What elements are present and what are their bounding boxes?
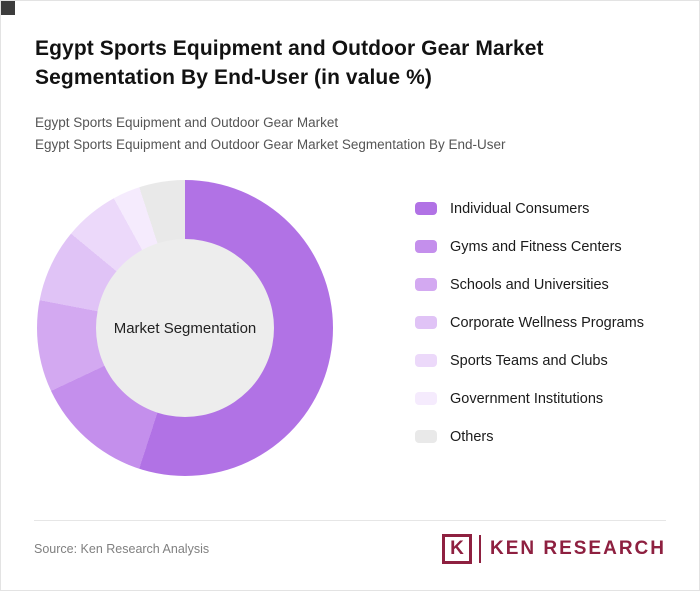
legend-item-others: Others xyxy=(415,428,644,445)
legend-swatch xyxy=(415,240,437,254)
donut-center-label: Market Segmentation xyxy=(113,319,257,337)
legend-label: Individual Consumers xyxy=(450,200,590,217)
legend-swatch xyxy=(415,430,437,444)
legend-item-gyms-fitness-centers: Gyms and Fitness Centers xyxy=(415,238,644,255)
legend-label: Schools and Universities xyxy=(450,276,609,293)
page-title-line-1: Egypt Sports Equipment and Outdoor Gear … xyxy=(35,37,544,60)
legend-item-individual-consumers: Individual Consumers xyxy=(415,200,644,217)
chart-area: Market Segmentation Individual Consumers… xyxy=(37,180,665,477)
footer: Source: Ken Research Analysis K KEN RESE… xyxy=(34,520,666,590)
ken-research-logo: K KEN RESEARCH xyxy=(441,533,666,564)
ken-research-logo-text: KEN RESEARCH xyxy=(489,537,666,559)
donut-chart: Market Segmentation xyxy=(37,180,333,477)
legend-label: Government Institutions xyxy=(450,390,604,407)
legend-swatch xyxy=(415,354,437,368)
subtitle-line-2: Egypt Sports Equipment and Outdoor Gear … xyxy=(35,136,506,152)
legend-item-corporate-wellness: Corporate Wellness Programs xyxy=(415,314,644,331)
source-text: Source: Ken Research Analysis xyxy=(34,541,210,556)
legend-label: Sports Teams and Clubs xyxy=(450,352,608,369)
legend-label: Gyms and Fitness Centers xyxy=(450,238,622,255)
legend-swatch xyxy=(415,392,437,406)
subtitle-line-1: Egypt Sports Equipment and Outdoor Gear … xyxy=(35,114,339,130)
subtitle-block: Egypt Sports Equipment and Outdoor Gear … xyxy=(35,112,665,155)
chart-legend: Individual Consumers Gyms and Fitness Ce… xyxy=(415,180,644,445)
legend-label: Others xyxy=(450,428,494,445)
legend-item-sports-teams-clubs: Sports Teams and Clubs xyxy=(415,352,644,369)
page-title-line-2: Segmentation By End-User (in value %) xyxy=(35,65,432,89)
page-title: Egypt Sports Equipment and Outdoor Gear … xyxy=(35,35,663,93)
legend-item-government-institutions: Government Institutions xyxy=(415,390,644,407)
legend-swatch xyxy=(415,278,437,292)
ken-research-logo-divider xyxy=(478,534,481,563)
legend-label: Corporate Wellness Programs xyxy=(450,314,644,331)
legend-swatch xyxy=(415,202,437,216)
legend-item-schools-universities: Schools and Universities xyxy=(415,276,644,293)
legend-swatch xyxy=(415,316,437,330)
ken-research-logo-mark: K xyxy=(441,533,472,564)
donut-center: Market Segmentation xyxy=(96,239,274,418)
corner-artifact xyxy=(1,1,15,15)
